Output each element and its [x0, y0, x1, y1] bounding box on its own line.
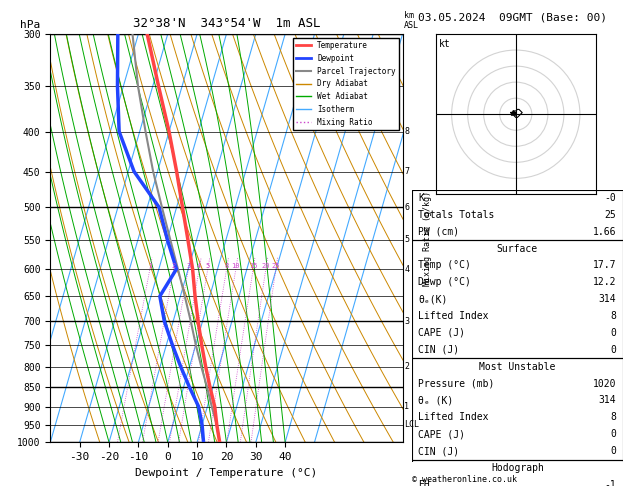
Text: CAPE (J): CAPE (J): [418, 328, 465, 338]
Text: Temp (°C): Temp (°C): [418, 260, 471, 271]
Text: Lifted Index: Lifted Index: [418, 412, 489, 422]
Text: 0: 0: [611, 328, 616, 338]
Text: Surface: Surface: [497, 243, 538, 254]
Text: Hodograph: Hodograph: [491, 463, 544, 473]
Text: 3: 3: [404, 317, 409, 326]
Text: 1020: 1020: [593, 379, 616, 389]
Text: 10: 10: [231, 263, 240, 269]
Text: 15: 15: [249, 263, 257, 269]
Text: 2: 2: [172, 263, 175, 269]
Text: 12.2: 12.2: [593, 278, 616, 287]
X-axis label: Dewpoint / Temperature (°C): Dewpoint / Temperature (°C): [135, 468, 318, 478]
Text: © weatheronline.co.uk: © weatheronline.co.uk: [412, 474, 517, 484]
Text: 0: 0: [611, 429, 616, 439]
Text: 7: 7: [404, 167, 409, 176]
Text: 8: 8: [611, 412, 616, 422]
Text: CIN (J): CIN (J): [418, 446, 459, 456]
Text: 25: 25: [604, 210, 616, 220]
Text: Pressure (mb): Pressure (mb): [418, 379, 494, 389]
Text: -1: -1: [604, 480, 616, 486]
Text: 0: 0: [611, 345, 616, 355]
Text: 8: 8: [611, 311, 616, 321]
Text: kt: kt: [439, 39, 450, 49]
Text: θₑ (K): θₑ (K): [418, 396, 454, 405]
Text: 2: 2: [404, 362, 409, 371]
Text: 3: 3: [186, 263, 191, 269]
Text: 314: 314: [599, 396, 616, 405]
Text: Mixing Ratio (g/kg): Mixing Ratio (g/kg): [423, 191, 431, 286]
Text: K: K: [418, 193, 424, 203]
Text: 314: 314: [599, 294, 616, 304]
Text: km
ASL: km ASL: [404, 11, 420, 30]
Text: 20: 20: [262, 263, 270, 269]
Text: PW (cm): PW (cm): [418, 227, 459, 237]
Text: 4: 4: [404, 264, 409, 274]
Text: Most Unstable: Most Unstable: [479, 362, 555, 372]
Text: Dewp (°C): Dewp (°C): [418, 278, 471, 287]
Text: 32°38'N  343°54'W  1m ASL: 32°38'N 343°54'W 1m ASL: [133, 17, 320, 30]
Legend: Temperature, Dewpoint, Parcel Trajectory, Dry Adiabat, Wet Adiabat, Isotherm, Mi: Temperature, Dewpoint, Parcel Trajectory…: [292, 38, 399, 130]
Text: 1: 1: [404, 402, 409, 411]
Text: 25: 25: [272, 263, 280, 269]
Text: θₑ(K): θₑ(K): [418, 294, 448, 304]
Text: 1: 1: [148, 263, 152, 269]
Text: 0: 0: [611, 446, 616, 456]
Text: 8: 8: [404, 127, 409, 136]
Text: Totals Totals: Totals Totals: [418, 210, 494, 220]
Text: 1.66: 1.66: [593, 227, 616, 237]
Text: 03.05.2024  09GMT (Base: 00): 03.05.2024 09GMT (Base: 00): [418, 12, 607, 22]
Text: CIN (J): CIN (J): [418, 345, 459, 355]
Text: 5: 5: [404, 235, 409, 244]
Text: 6: 6: [404, 203, 409, 212]
Text: 8: 8: [225, 263, 229, 269]
Text: CAPE (J): CAPE (J): [418, 429, 465, 439]
Text: LCL: LCL: [404, 420, 420, 429]
Text: 17.7: 17.7: [593, 260, 616, 271]
Text: hPa: hPa: [20, 20, 41, 30]
Text: EH: EH: [418, 480, 430, 486]
Text: -0: -0: [604, 193, 616, 203]
Text: Lifted Index: Lifted Index: [418, 311, 489, 321]
Text: 4: 4: [197, 263, 201, 269]
Text: 5: 5: [206, 263, 210, 269]
